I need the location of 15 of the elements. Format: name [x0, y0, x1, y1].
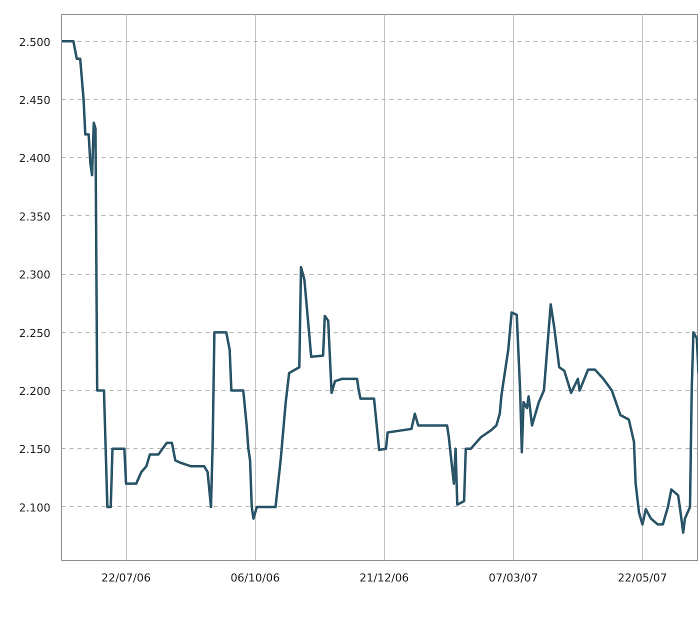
y-tick-label: 2.300 [19, 268, 51, 282]
x-tick-label: 06/10/06 [230, 572, 280, 584]
x-tick-label: 22/07/06 [101, 572, 151, 584]
y-tick-label: 2.100 [19, 501, 51, 514]
y-tick-label: 2.350 [19, 210, 51, 224]
x-tick-label: 22/05/07 [618, 572, 668, 584]
y-tick-label: 2.250 [19, 326, 51, 340]
line-series [62, 40, 698, 534]
y-tick-label: 2.400 [19, 152, 51, 166]
y-tick-label: 2.500 [19, 36, 51, 49]
x-tick-label: 21/12/06 [360, 572, 409, 584]
x-tick-label: 07/03/07 [488, 572, 538, 584]
y-tick-label: 2.450 [19, 94, 51, 107]
y-tick-label: 2.200 [19, 385, 51, 398]
y-tick-label: 2.150 [19, 443, 51, 456]
